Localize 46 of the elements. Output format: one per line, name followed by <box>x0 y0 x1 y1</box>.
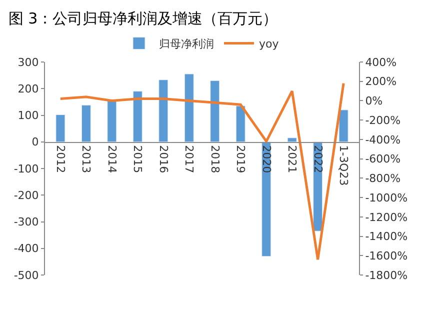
y2-tick-label: -1600% <box>365 249 408 262</box>
x-tick-label: 2019 <box>234 145 248 174</box>
x-tick-label: 2016 <box>156 145 170 174</box>
y2-tick-label: -800% <box>365 172 401 186</box>
bar <box>158 80 168 142</box>
x-tick-label: 2015 <box>131 145 144 174</box>
y2-tick-label: 400% <box>365 56 397 69</box>
bar <box>236 106 246 142</box>
y-tick-label: 300 <box>18 56 39 69</box>
x-tick-label: 2022 <box>311 145 324 174</box>
y2-tick-label: -600% <box>365 152 401 166</box>
y2-tick-label: -1200% <box>365 210 408 224</box>
y2-tick-label: 0% <box>365 94 383 108</box>
y2-tick-label: -1800% <box>365 268 408 282</box>
y-tick-label: -100 <box>14 162 39 176</box>
bar <box>81 104 91 142</box>
y2-tick-label: -400% <box>365 133 401 146</box>
y-tick-label: -500 <box>14 268 39 282</box>
x-tick-label: 1-3Q23 <box>336 145 350 186</box>
y-tick-label: 0 <box>32 136 39 149</box>
x-tick-label: 2012 <box>54 145 67 174</box>
y-tick-label: -400 <box>14 242 39 256</box>
x-tick-label: 2013 <box>80 145 93 174</box>
y2-tick-label: -1000% <box>365 191 408 204</box>
y-tick-label: -200 <box>14 188 39 202</box>
x-tick-label: 2017 <box>182 145 196 174</box>
chart-title: 图 3：公司归母净利润及增速（百万元） <box>8 9 278 28</box>
bar <box>287 138 297 142</box>
y-tick-label: -300 <box>14 216 39 229</box>
bar <box>132 91 142 142</box>
y2-tick-label: 200% <box>365 75 397 88</box>
bar <box>56 114 66 142</box>
x-tick-label: 2014 <box>105 145 118 174</box>
bar <box>210 80 220 142</box>
legend-label: yoy <box>259 38 280 51</box>
bar <box>184 74 194 142</box>
y-tick-label: 100 <box>18 109 39 122</box>
legend-label: 归母净利润 <box>159 38 214 51</box>
y2-tick-label: -200% <box>365 114 401 127</box>
x-tick-label: 2020 <box>260 145 273 174</box>
bar <box>107 100 117 142</box>
y-tick-label: 200 <box>18 82 39 96</box>
y2-tick-label: -1400% <box>365 230 408 244</box>
x-tick-label: 2018 <box>208 145 222 174</box>
x-tick-label: 2021 <box>286 145 299 174</box>
bar <box>338 110 348 142</box>
